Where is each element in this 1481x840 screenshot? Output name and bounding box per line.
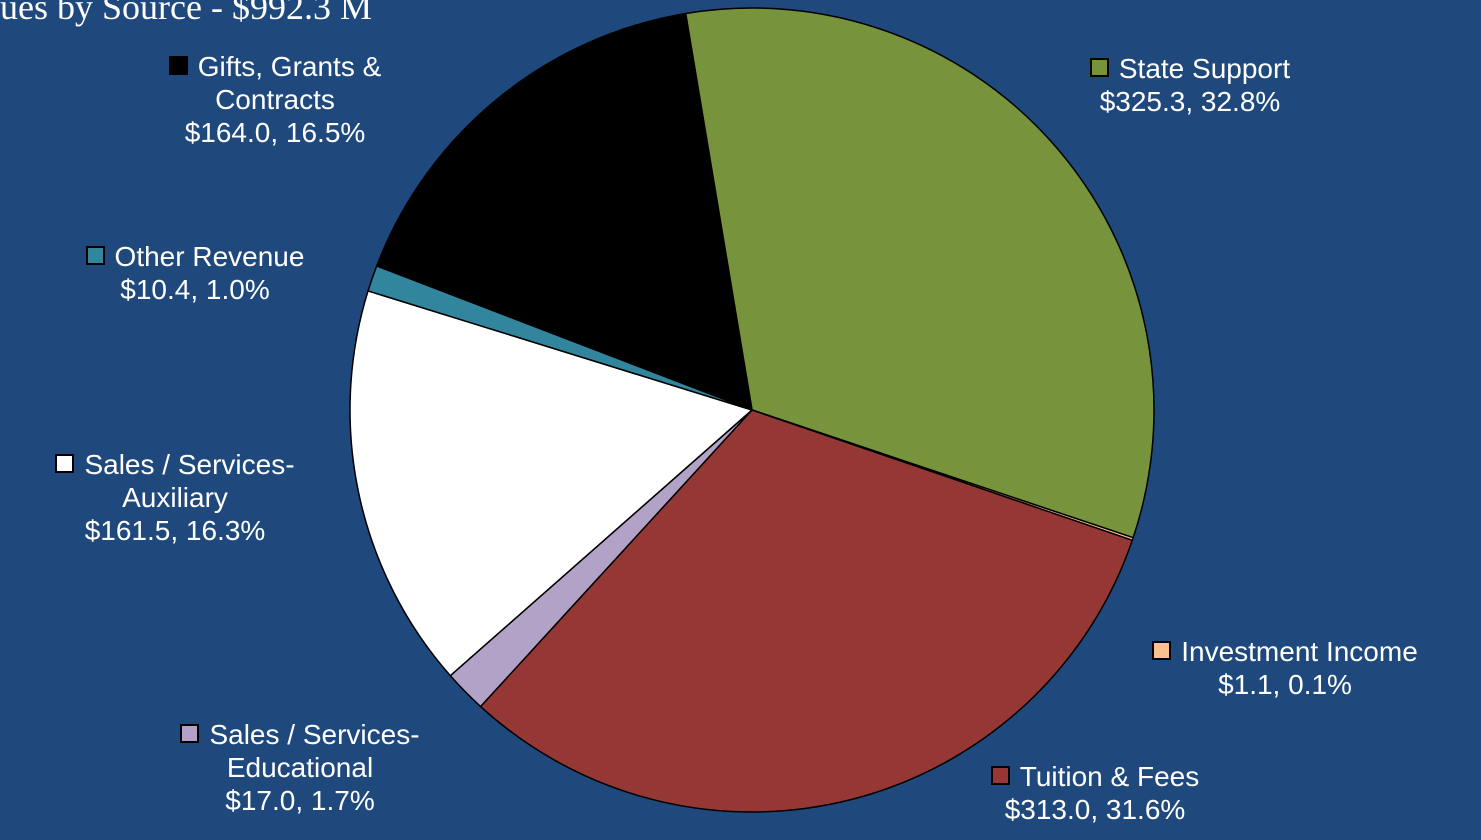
data-label: Gifts, Grants & Contracts $164.0, 16.5% xyxy=(120,50,430,149)
legend-entry: Sales / Services-Auxiliary xyxy=(10,448,340,514)
legend-swatch xyxy=(1152,641,1172,660)
legend-entry: State Support xyxy=(1040,52,1340,85)
legend-label: Investment Income xyxy=(1181,636,1418,667)
data-label: Sales / Services-Educational $17.0, 1.7% xyxy=(130,718,470,817)
pie-slice xyxy=(684,7,1155,539)
value-label: $161.5, 16.3% xyxy=(84,515,266,546)
legend-label: Other Revenue xyxy=(114,241,305,272)
pie-slice xyxy=(349,289,754,677)
legend-swatch xyxy=(168,56,188,75)
legend-swatch xyxy=(55,454,75,473)
legend-entry: Sales / Services-Educational xyxy=(130,718,470,784)
data-label: Tuition & Fees $313.0, 31.6% xyxy=(940,760,1250,826)
value-label: $325.3, 32.8% xyxy=(1099,86,1281,117)
data-label: Sales / Services-Auxiliary $161.5, 16.3% xyxy=(10,448,340,547)
legend-swatch xyxy=(85,246,105,265)
legend-label: Sales / Services-Educational xyxy=(209,719,420,783)
value-label: $10.4, 1.0% xyxy=(120,274,270,305)
data-label: State Support $325.3, 32.8% xyxy=(1040,52,1340,118)
value-label: $164.0, 16.5% xyxy=(184,117,366,148)
legend-swatch xyxy=(1089,58,1109,77)
legend-entry: Gifts, Grants & Contracts xyxy=(120,50,430,116)
legend-label: Gifts, Grants & Contracts xyxy=(197,51,382,115)
data-label: Other Revenue $10.4, 1.0% xyxy=(40,240,350,306)
legend-label: Sales / Services-Auxiliary xyxy=(84,449,295,513)
value-label: $313.0, 31.6% xyxy=(1004,794,1186,825)
pie-slice xyxy=(375,12,753,412)
pie-slice xyxy=(479,409,1134,813)
value-label: $17.0, 1.7% xyxy=(225,785,375,816)
legend-swatch xyxy=(180,724,200,743)
legend-entry: Other Revenue xyxy=(40,240,350,273)
legend-label: Tuition & Fees xyxy=(1019,761,1200,792)
data-label: Investment Income $1.1, 0.1% xyxy=(1100,635,1470,701)
legend-entry: Tuition & Fees xyxy=(940,760,1250,793)
legend-swatch xyxy=(990,766,1010,785)
chart-title: ues by Source - $992.3 M xyxy=(0,0,372,27)
legend-label: State Support xyxy=(1118,53,1291,84)
legend-entry: Investment Income xyxy=(1100,635,1470,668)
value-label: $1.1, 0.1% xyxy=(1218,669,1352,700)
